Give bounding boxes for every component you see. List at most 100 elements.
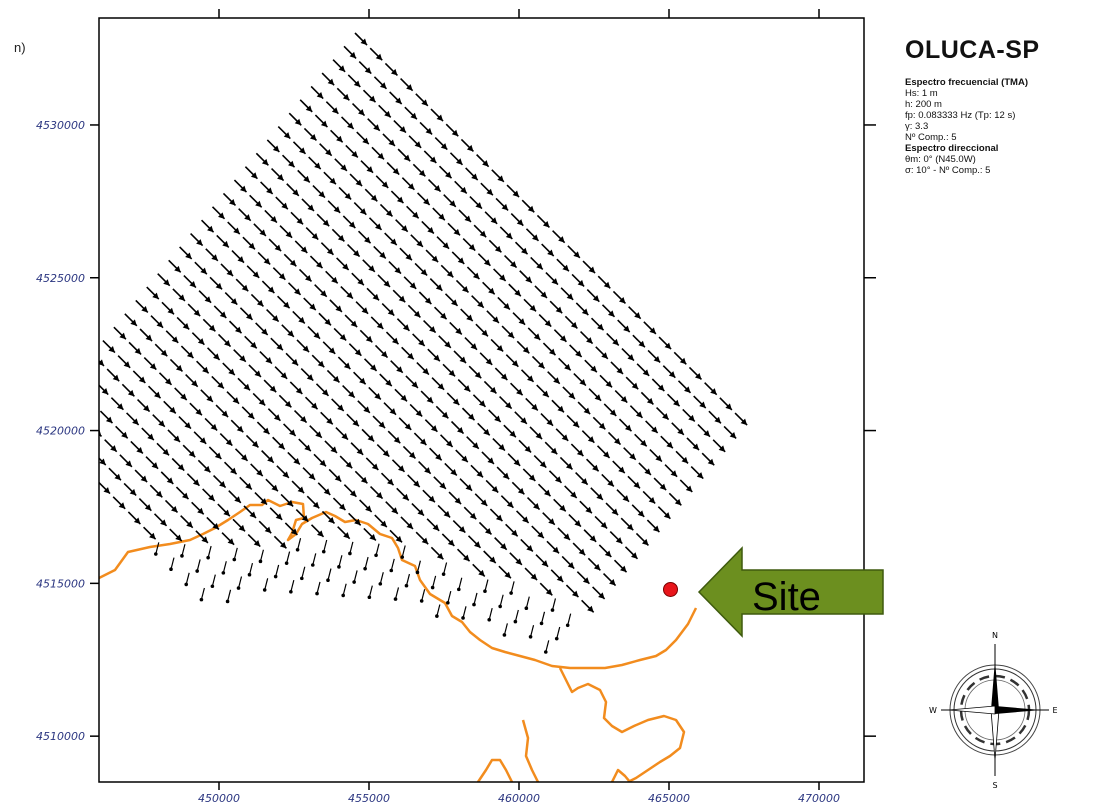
wave-vector-head — [590, 365, 597, 373]
wave-vector-head — [505, 402, 512, 409]
wave-vector-head — [419, 599, 424, 603]
wave-vector-head — [363, 566, 367, 571]
wave-vector-head — [518, 318, 526, 325]
wave-vector-head — [620, 565, 627, 573]
wave-vector-head — [460, 186, 467, 194]
wave-vector-head — [290, 528, 298, 535]
wave-vector-head — [616, 367, 623, 374]
wave-vector-head — [156, 321, 164, 328]
wave-vector-head — [415, 570, 420, 575]
wave-vector-refracted — [248, 562, 254, 575]
wave-vector-head — [241, 284, 249, 292]
wave-vector-head — [436, 552, 444, 560]
wave-vector — [74, 409, 86, 421]
wave-vector-head — [293, 457, 300, 465]
wave-vector-refracted — [237, 576, 243, 589]
compass-north-label: N — [992, 631, 998, 640]
wave-vector-head — [561, 434, 569, 441]
wave-vector-head — [530, 573, 538, 581]
wave-vector-head — [373, 124, 380, 131]
wave-vector-head — [586, 337, 593, 344]
wave-vector-head — [420, 268, 428, 276]
wave-vector-head — [480, 499, 488, 506]
wave-vector-head — [307, 204, 314, 211]
wave-vector-head — [316, 92, 324, 99]
wave-vector-head — [403, 154, 411, 162]
wave-vector — [68, 451, 80, 463]
wave-vector-head — [189, 281, 196, 288]
wave-vector-head — [499, 274, 506, 281]
wave-vector-head — [186, 521, 193, 528]
wave-vector-head — [446, 440, 453, 447]
wave-vector-head — [372, 293, 380, 301]
wave-vector-head — [275, 513, 283, 520]
wave-vector-head — [318, 191, 325, 198]
wave-vector-head — [349, 51, 357, 59]
wave-vector-head — [143, 405, 150, 412]
wave-vector-head — [262, 427, 270, 435]
wave-vector-head — [208, 324, 216, 332]
wave-vector-head — [65, 400, 72, 407]
wave-vector-head — [133, 517, 141, 525]
wave-vector-refracted — [473, 592, 478, 605]
wave-vector-head — [225, 599, 230, 604]
wave-vector-head — [487, 617, 492, 622]
wave-vector-head — [612, 338, 619, 346]
wave-vector-refracted — [540, 611, 546, 624]
wave-vector-head — [522, 516, 529, 523]
wave-vector-head — [232, 397, 240, 404]
wave-vector-head — [339, 333, 347, 341]
wave-vector-head — [366, 166, 374, 173]
wave-vector-head — [181, 492, 189, 500]
wave-vector-head — [593, 563, 601, 571]
wave-vector-head — [391, 337, 399, 345]
wave-vector-head — [256, 299, 264, 307]
wave-vector-head — [249, 511, 257, 518]
wave-vector-head — [361, 307, 369, 314]
wave-vector-head — [657, 384, 665, 392]
wave-vector-head — [554, 636, 559, 641]
wave-vector-head — [520, 417, 527, 424]
wave-vector-head — [235, 326, 242, 334]
wave-vector-head — [398, 295, 406, 303]
wave-vector-refracted — [200, 587, 205, 600]
wave-vector-head — [378, 582, 383, 586]
wave-vector-head — [332, 375, 340, 383]
wave-vector-head — [703, 430, 710, 437]
x-tick-label: 455000 — [348, 792, 390, 802]
wave-vector-head — [221, 571, 226, 575]
wave-vector-refracted — [275, 564, 280, 577]
wave-vector-head — [178, 294, 185, 301]
wave-vector-head — [674, 498, 682, 506]
wave-vector-head — [228, 368, 235, 376]
wave-vector-head — [609, 409, 617, 416]
wave-vector-head — [118, 502, 126, 509]
site-marker-layer — [663, 581, 678, 597]
wave-vector-head — [186, 351, 194, 359]
wave-vector-head — [565, 623, 570, 628]
wave-vector-head — [583, 407, 591, 415]
wave-vector-head — [162, 448, 170, 456]
wave-vector-head — [570, 491, 577, 498]
wave-vector-head — [426, 396, 434, 404]
wave-vector-head — [355, 179, 363, 187]
wave-vector-refracted — [545, 640, 550, 653]
wave-vector-head — [341, 433, 348, 440]
wave-vector-head — [256, 469, 263, 477]
wave-vector-head — [370, 364, 377, 371]
wave-vector-head — [681, 456, 689, 464]
wave-vector-head — [663, 512, 671, 519]
wave-vector-head — [304, 444, 311, 452]
site-label: Site — [752, 575, 821, 619]
wave-vector-head — [434, 185, 441, 192]
wave-vector-head — [441, 572, 446, 576]
legend-line: Espectro direccional — [905, 143, 999, 154]
wave-vector-head — [516, 388, 523, 396]
wave-vector-head — [327, 78, 335, 86]
wave-vector-head — [243, 383, 250, 391]
wave-vector-refracted — [349, 541, 354, 554]
legend-line: h: 200 m — [905, 99, 942, 110]
wave-vector-head — [501, 203, 509, 211]
wave-vector-head — [455, 327, 462, 335]
wave-vector-head — [578, 548, 586, 556]
